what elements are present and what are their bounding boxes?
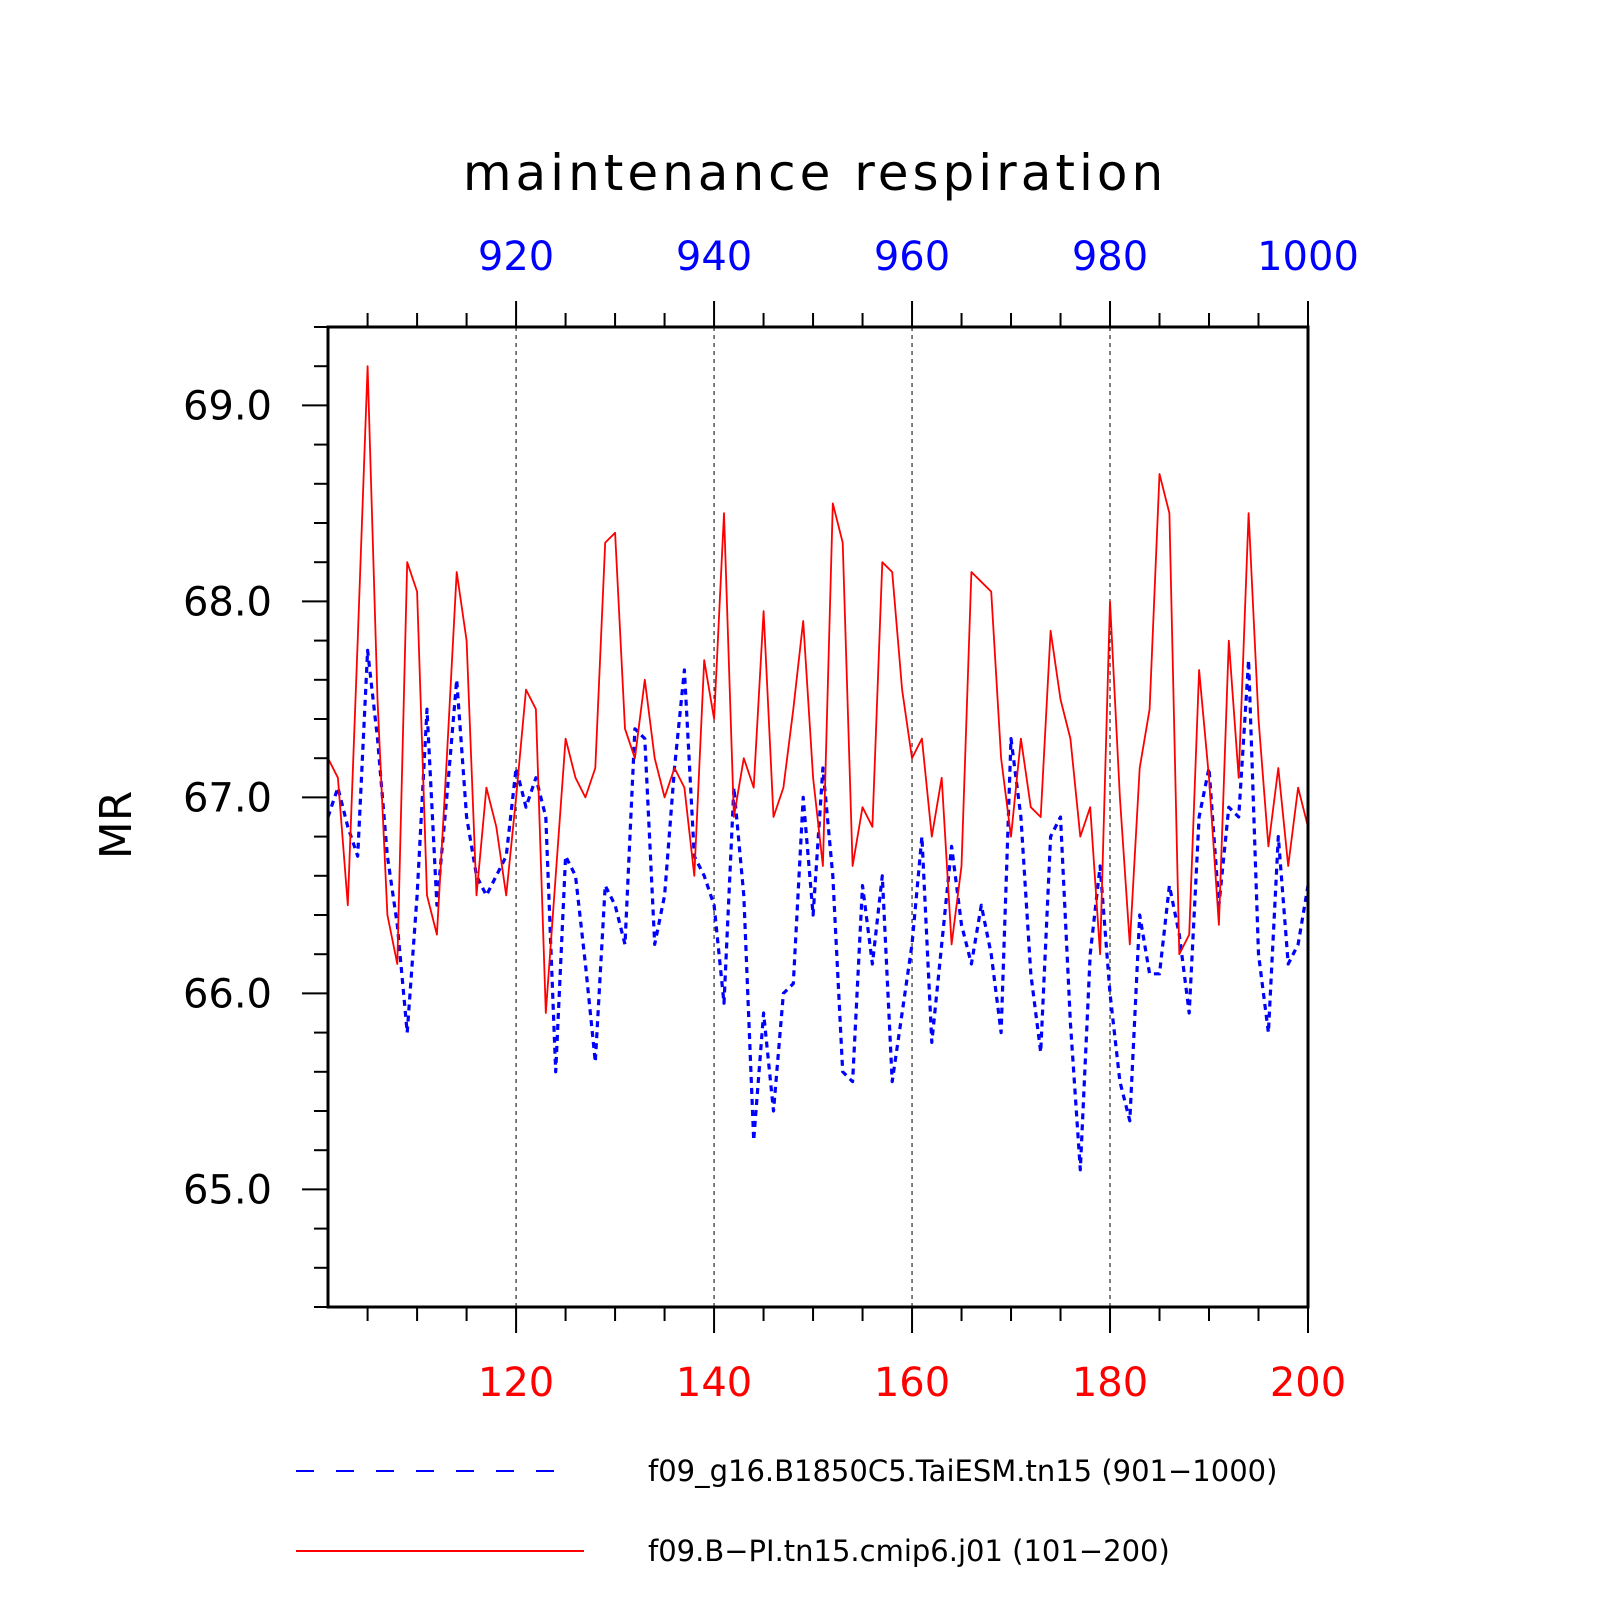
series-line-red-solid bbox=[327, 365, 1309, 1014]
grid-lines bbox=[515, 327, 1111, 1307]
series-layer bbox=[326, 365, 1310, 1172]
legend-label-blue: f09_g16.B1850C5.TaiESM.tn15 (901−1000) bbox=[648, 1454, 1277, 1488]
y-tick-label: 68.0 bbox=[183, 579, 272, 625]
y-axis-label: MR bbox=[91, 791, 142, 860]
y-tick-label: 67.0 bbox=[183, 775, 272, 821]
y-tick-label: 66.0 bbox=[183, 971, 272, 1017]
tick-marks bbox=[302, 301, 1309, 1333]
plot-frame bbox=[326, 325, 1310, 1309]
top-x-tick-label: 940 bbox=[676, 234, 752, 280]
top-x-tick-label: 1000 bbox=[1257, 234, 1359, 280]
y-tick-label: 65.0 bbox=[183, 1167, 272, 1213]
top-x-tick-labels: 920 940 960 980 1000 bbox=[478, 234, 1359, 280]
bottom-x-tick-label: 140 bbox=[676, 1360, 752, 1406]
legend: f09_g16.B1850C5.TaiESM.tn15 (901−1000) f… bbox=[296, 1454, 1277, 1568]
legend-label-red: f09.B−PI.tn15.cmip6.j01 (101−200) bbox=[648, 1534, 1170, 1568]
chart-title: maintenance respiration bbox=[463, 144, 1167, 202]
top-x-tick-label: 960 bbox=[874, 234, 950, 280]
bottom-x-tick-label: 180 bbox=[1072, 1360, 1148, 1406]
top-x-tick-label: 980 bbox=[1072, 234, 1148, 280]
top-x-tick-label: 920 bbox=[478, 234, 554, 280]
y-tick-label: 69.0 bbox=[183, 383, 272, 429]
bottom-x-tick-label: 160 bbox=[874, 1360, 950, 1406]
bottom-x-tick-label: 200 bbox=[1270, 1360, 1346, 1406]
bottom-x-tick-labels: 120 140 160 180 200 bbox=[478, 1360, 1346, 1406]
bottom-x-tick-label: 120 bbox=[478, 1360, 554, 1406]
y-tick-labels: 69.0 68.0 67.0 66.0 65.0 bbox=[183, 383, 272, 1213]
series-line-blue-dashed bbox=[326, 648, 1310, 1172]
